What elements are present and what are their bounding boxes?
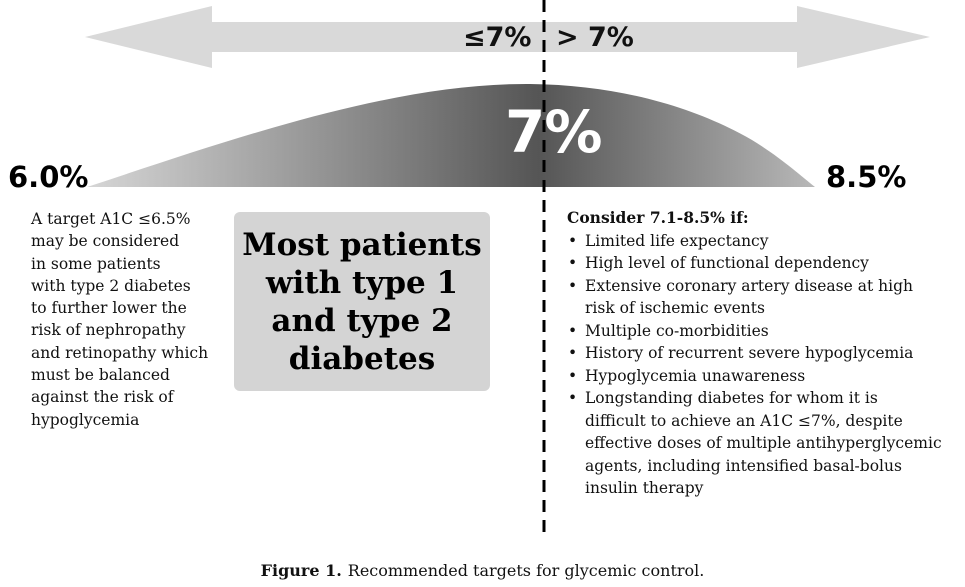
consider-item-line: Extensive coronary artery disease at hig…	[585, 276, 913, 295]
consider-item-line: risk of ischemic events	[585, 299, 765, 317]
bullet-icon: •	[568, 231, 578, 250]
consider-item-line: Hypoglycemia unawareness	[585, 366, 806, 385]
consider-item: • Multiple co-morbidities	[567, 320, 962, 343]
consider-item: • High level of functional dependency	[567, 252, 962, 275]
consider-title: Consider 7.1-8.5% if:	[567, 208, 749, 227]
left-note-line: and retinopathy which	[31, 343, 209, 362]
consider-item-line: insulin therapy	[585, 479, 704, 497]
figure-caption-text: Recommended targets for glycemic control…	[347, 561, 705, 580]
left-note-line: against the risk of	[31, 388, 174, 407]
double-arrow	[85, 6, 930, 68]
consider-item-line: High level of functional dependency	[585, 254, 869, 272]
left-note-line: A target A1C ≤6.5%	[31, 210, 191, 228]
figure-caption: Figure 1. Recommended targets for glycemi…	[0, 561, 965, 580]
bullet-icon: •	[568, 344, 578, 362]
bullet-icon: •	[568, 321, 578, 340]
consider-item-line: History of recurrent severe hypoglycemia	[585, 344, 914, 362]
consider-item-line: Longstanding diabetes for whom it is	[585, 389, 878, 407]
curve-right-end-label: 8.5%	[826, 160, 907, 194]
arrow-right-label: > 7%	[556, 22, 634, 53]
consider-list: Consider 7.1-8.5% if: • Limited life expe…	[567, 207, 962, 500]
left-note-line: with type 2 diabetes	[31, 276, 191, 295]
curve-left-end-label: 6.0%	[8, 160, 89, 194]
left-note-line: in some patients	[31, 254, 161, 273]
left-note-line: may be considered	[31, 232, 180, 251]
consider-item-line: Limited life expectancy	[585, 231, 769, 250]
bullet-icon: •	[568, 254, 578, 272]
left-note-line: risk of nephropathy	[31, 321, 186, 340]
consider-item-line: Multiple co-morbidities	[585, 321, 769, 340]
left-note-line: hypoglycemia	[31, 410, 140, 429]
center-box-line: Most patients	[242, 226, 482, 263]
curve-center-label: 7%	[505, 98, 602, 166]
consider-item: • Limited life expectancy	[567, 230, 962, 253]
arrow-left-label: ≤7%	[463, 22, 532, 53]
consider-items: • Limited life expectancy • High level of f…	[567, 230, 962, 500]
center-box: Most patients with type 1 and type 2 dia…	[234, 212, 490, 391]
consider-item: • Hypoglycemia unawareness	[567, 365, 962, 388]
center-box-text: Most patients with type 1 and type 2 dia…	[242, 226, 481, 378]
bell-curve	[87, 83, 815, 187]
bullet-icon: •	[568, 366, 578, 385]
consider-item-line: agents, including intensified basal-bolu…	[585, 456, 902, 475]
left-note-line: must be balanced	[31, 366, 170, 385]
left-note: A target A1C ≤6.5% may be considered in …	[31, 208, 231, 431]
center-box-line: diabetes	[288, 340, 436, 377]
consider-item-line: difficult to achieve an A1C ≤7%, despite	[585, 411, 903, 430]
consider-item: • Longstanding diabetes for whom it is dif…	[567, 387, 962, 500]
left-note-line: to further lower the	[31, 299, 187, 318]
bullet-icon: •	[568, 389, 578, 407]
consider-item: • History of recurrent severe hypoglycemi…	[567, 342, 962, 365]
center-box-line: with type 1	[265, 264, 459, 301]
center-box-line: and type 2	[271, 302, 453, 339]
consider-item-line: effective doses of multiple antihypergly…	[585, 434, 942, 452]
figure-caption-label: Figure 1.	[260, 561, 342, 580]
bullet-icon: •	[568, 276, 578, 295]
consider-item: • Extensive coronary artery disease at hi…	[567, 275, 962, 320]
